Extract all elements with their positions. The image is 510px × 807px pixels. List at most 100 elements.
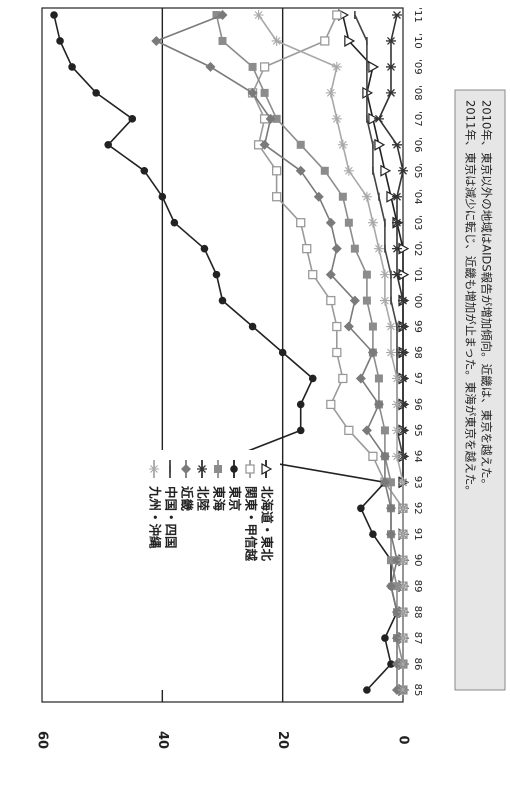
legend-entry: 中国・四国 [164,460,179,549]
year-tick-label: '05 [412,163,423,178]
year-tick-label: 96 [412,398,423,411]
data-point [361,191,372,202]
data-point [385,347,396,358]
data-point [355,373,366,384]
data-point [338,192,347,201]
data-point [398,296,408,305]
year-tick-label: '02 [412,241,423,256]
note-text-line-1: 2010年、東京以外の地域はAIDS報告が増加傾向。近畿は、東京を越えた。 [480,100,494,490]
data-point [278,348,287,357]
value-tick-label: 20 [275,731,290,749]
data-point [331,113,342,124]
legend-label: 北海道・東北 [260,486,275,562]
data-point [391,633,402,644]
data-point [320,36,330,46]
data-point [344,34,356,47]
year-tick-label: 88 [412,606,423,619]
year-tick-label: 93 [412,476,423,489]
data-point [398,503,408,514]
data-point [363,686,371,694]
legend-marker [214,465,222,473]
legend-marker [149,464,159,474]
data-point [398,477,408,488]
data-point [391,373,402,384]
data-point [368,322,377,331]
legend-entry: 東海 [212,460,227,512]
data-point [158,192,167,201]
data-point [379,451,390,462]
data-point [367,217,378,228]
data-point [362,270,371,279]
data-point [385,581,396,592]
data-point [218,296,227,305]
data-point [332,321,342,332]
data-point [386,478,395,487]
data-point [380,426,389,435]
data-point [344,218,353,227]
data-point [56,37,64,45]
data-point [344,425,354,436]
year-tick-label: 90 [412,554,423,567]
year-tick-label: '11 [412,7,423,22]
data-point [331,61,342,72]
data-point [325,87,336,98]
data-point [68,63,76,71]
data-point [248,322,257,331]
data-point [248,62,257,71]
data-point [296,218,306,228]
legend-entry: 東京 [228,460,243,512]
year-tick-label: '09 [412,59,423,74]
data-point [200,244,209,253]
year-tick-label: '06 [412,137,423,152]
data-point [260,88,269,97]
data-point [259,62,270,72]
legend-label: 東海 [212,486,227,512]
legend-label: 九州・沖縄 [148,485,163,549]
data-point [398,529,408,540]
data-point [326,295,336,306]
data-point [385,62,396,71]
data-point [326,399,336,410]
data-point [398,166,408,175]
data-point [367,347,378,358]
legend-label: 中国・四国 [164,486,179,549]
data-point [218,36,227,45]
data-point [374,374,383,383]
data-point [272,114,281,123]
data-point [385,37,396,45]
legend-marker [181,464,191,474]
legend-entry: 関東・甲信越 [244,460,259,562]
data-point [373,243,384,254]
data-point [398,607,408,618]
data-point [332,10,342,20]
data-point [373,399,384,410]
data-point [391,607,402,618]
note-box [454,89,506,691]
data-point [308,374,317,383]
year-tick-label: 91 [412,528,423,541]
data-point [92,89,100,97]
data-point [271,192,282,202]
year-tick-label: '08 [412,85,423,100]
data-point [386,556,395,565]
data-point [253,10,264,20]
legend-label: 近畿 [180,486,195,512]
year-tick-label: 89 [412,580,423,593]
data-point [296,400,305,409]
data-point [331,243,342,254]
data-point [325,217,336,228]
data-point [380,164,392,177]
legend-entry: 北海道・東北 [260,460,275,562]
data-point [391,140,402,149]
data-point [247,87,258,98]
data-point [338,373,348,384]
year-tick-label: 86 [412,658,423,671]
data-point [374,138,386,151]
data-point [385,88,396,97]
data-point [369,530,377,539]
data-point [387,660,395,668]
legend-entry: 九州・沖縄 [148,460,163,549]
data-point [271,35,282,46]
data-point [385,529,396,540]
